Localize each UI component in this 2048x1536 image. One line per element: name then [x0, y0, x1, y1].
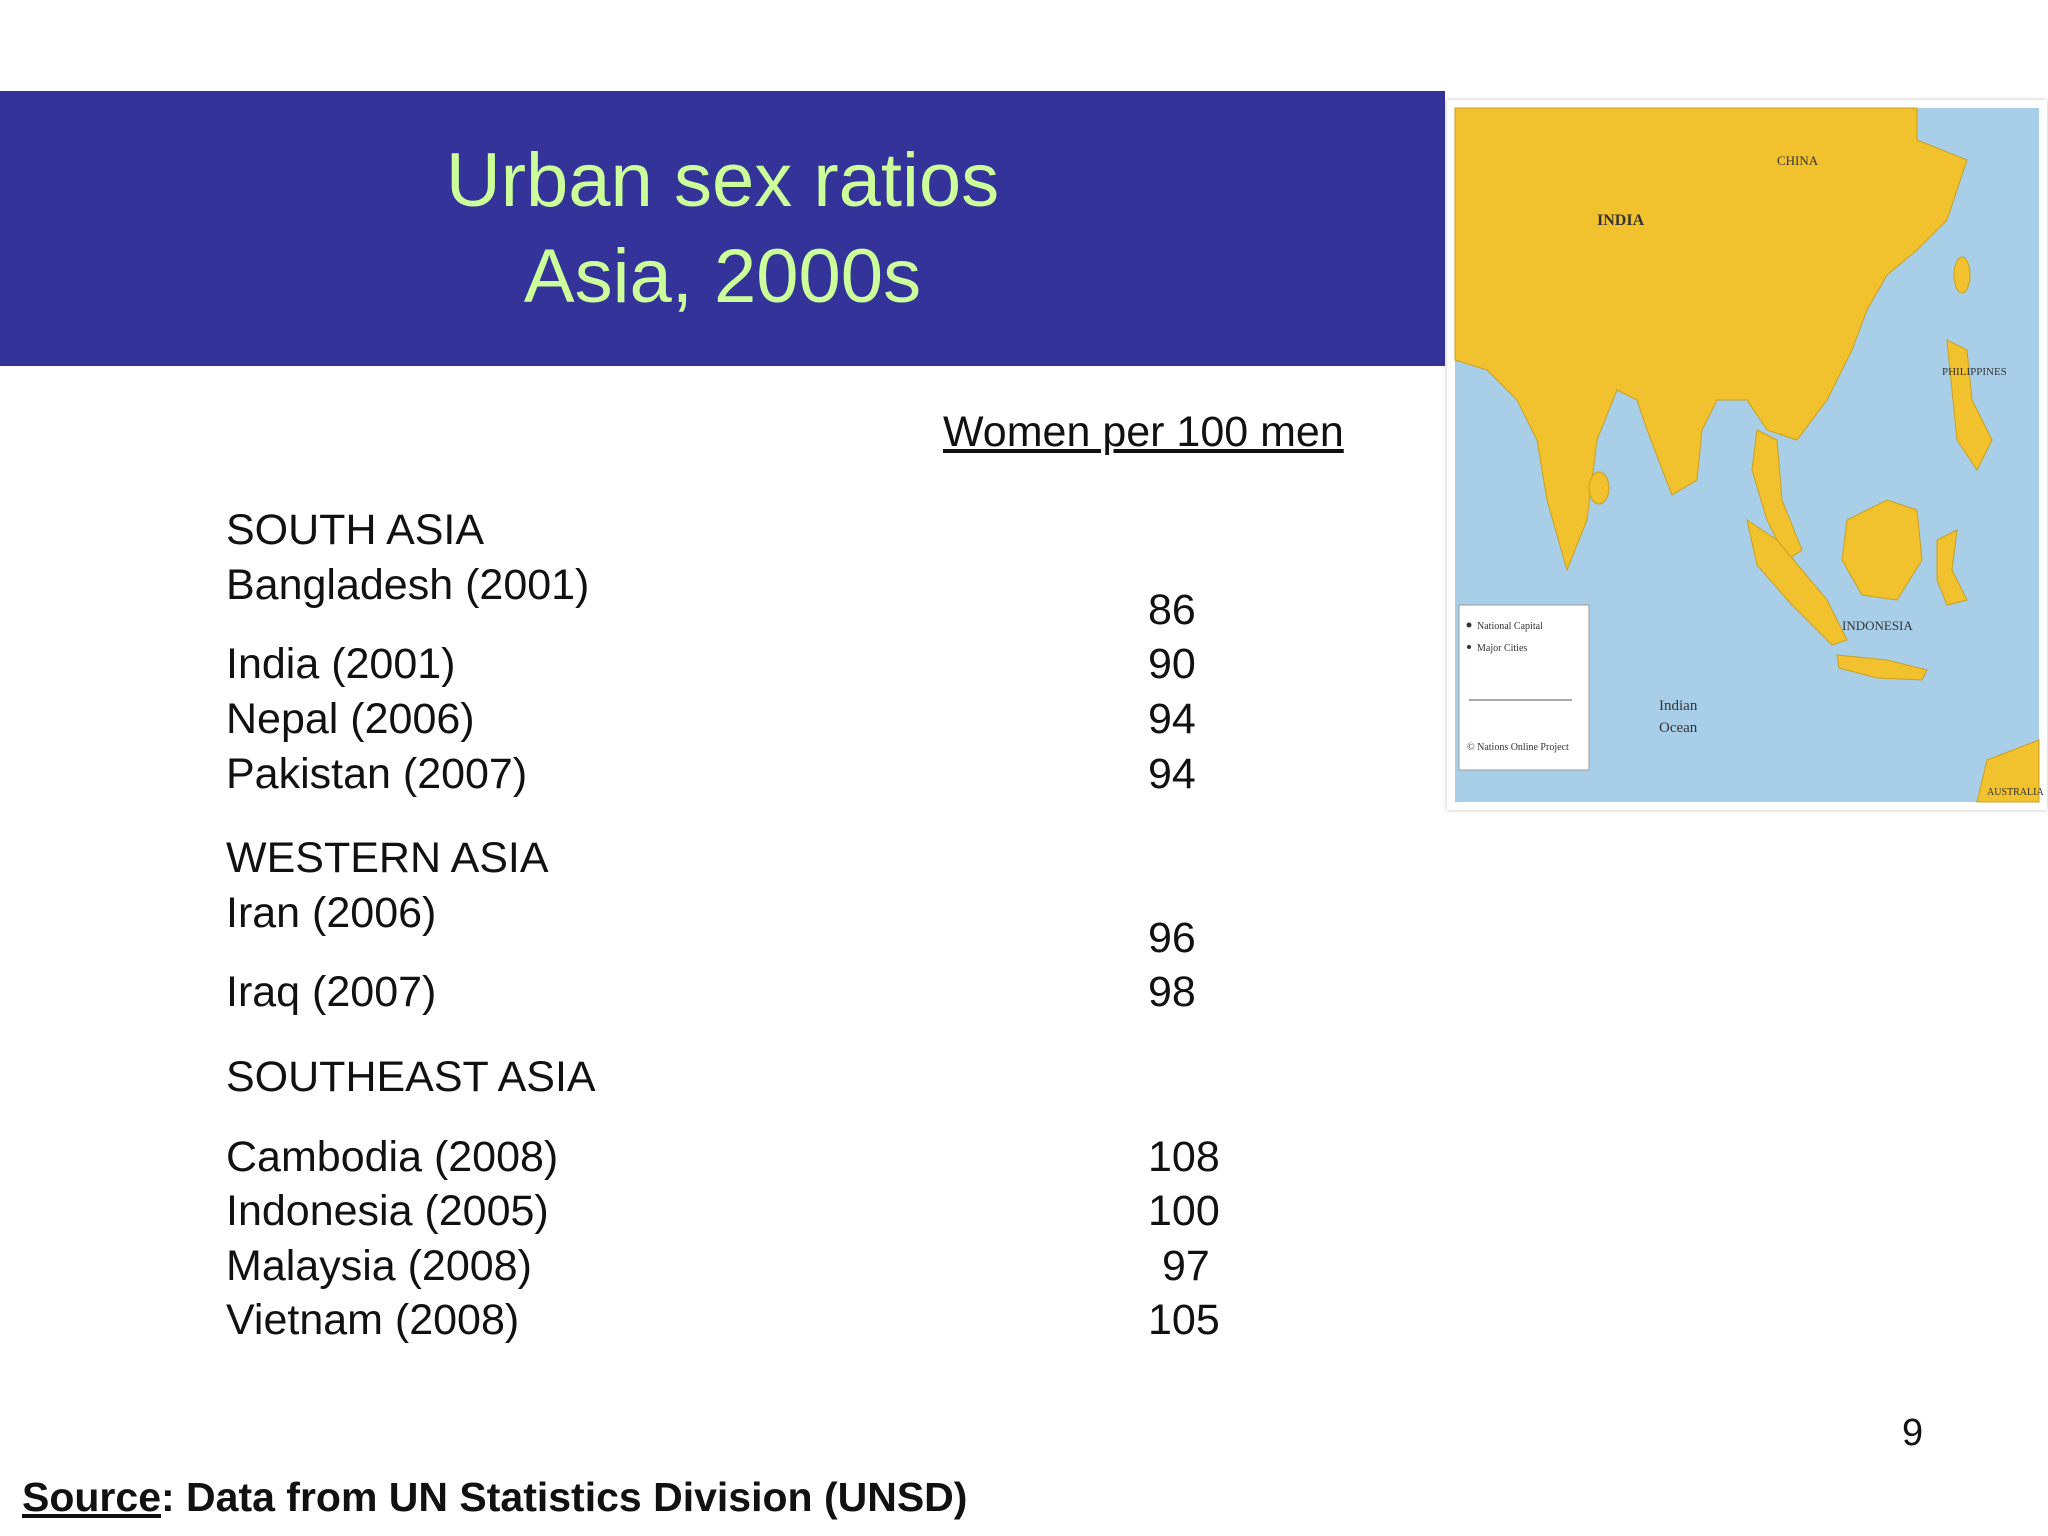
source-text: : Data from UN Statistics Division (UNSD…: [161, 1474, 968, 1520]
asia-map-graphic: INDIA CHINA INDONESIA PHILIPPINES Indian…: [1454, 107, 2044, 803]
map-land-sulawesi: [1936, 529, 1968, 606]
section-heading-south-asia: SOUTH ASIA: [226, 506, 485, 554]
map-land-taiwan: [1953, 256, 1971, 294]
row-label-iraq: Iraq (2007): [226, 968, 437, 1016]
page-number: 9: [1902, 1412, 1924, 1454]
row-label-malaysia: Malaysia (2008): [226, 1242, 532, 1290]
row-label-iran: Iran (2006): [226, 889, 437, 937]
row-value-indonesia: 100: [1148, 1187, 1220, 1235]
row-label-indonesia: Indonesia (2005): [226, 1187, 549, 1235]
legend-city-icon: [1467, 645, 1471, 649]
row-label-bangladesh: Bangladesh (2001): [226, 561, 590, 609]
row-label-india: India (2001): [226, 640, 456, 688]
map-label-australia: AUSTRALIA: [1987, 787, 2044, 798]
row-value-malaysia: 97: [1162, 1242, 1210, 1290]
section-heading-southeast-asia: SOUTHEAST ASIA: [226, 1053, 596, 1101]
map-label-philippines: PHILIPPINES: [1942, 366, 2007, 378]
column-header: Women per 100 men: [943, 408, 1344, 456]
legend-cities-label: Major Cities: [1477, 643, 1527, 654]
title-line-2: Asia, 2000s: [523, 233, 922, 319]
row-value-nepal: 94: [1148, 695, 1196, 743]
section-heading-western-asia: WESTERN ASIA: [226, 834, 549, 882]
map-label-china: CHINA: [1777, 153, 1819, 168]
row-label-nepal: Nepal (2006): [226, 695, 475, 743]
row-label-vietnam: Vietnam (2008): [226, 1296, 520, 1344]
row-value-cambodia: 108: [1148, 1133, 1220, 1181]
map-label-indonesia: INDONESIA: [1842, 618, 1913, 633]
map-land-philippines: [1946, 339, 1993, 471]
map-land-peninsula: [1751, 429, 1803, 561]
source-note: Source: Data from UN Statistics Division…: [22, 1474, 967, 1521]
row-label-pakistan: Pakistan (2007): [226, 750, 528, 798]
row-value-bangladesh: 86: [1148, 586, 1196, 634]
row-label-cambodia: Cambodia (2008): [226, 1133, 559, 1181]
map-label-india: INDIA: [1597, 212, 1645, 229]
map-land-borneo: [1841, 499, 1923, 601]
map-land-sumatra: [1746, 518, 1848, 646]
asia-map: INDIA CHINA INDONESIA PHILIPPINES Indian…: [1447, 100, 2047, 810]
legend-capital-label: National Capital: [1477, 621, 1543, 632]
title-line-1: Urban sex ratios: [445, 137, 1000, 223]
map-label-indian-ocean-1: Indian: [1659, 698, 1698, 714]
row-value-iran: 96: [1148, 914, 1196, 962]
row-value-india: 90: [1148, 640, 1196, 688]
map-credit: © Nations Online Project: [1467, 742, 1569, 753]
row-value-iraq: 98: [1148, 968, 1196, 1016]
legend-capital-icon: [1466, 622, 1472, 628]
map-land-sri-lanka: [1588, 471, 1610, 505]
map-land-australia: [1976, 739, 2040, 803]
map-label-indian-ocean-2: Ocean: [1659, 720, 1698, 736]
map-legend: [1458, 604, 1590, 771]
row-value-vietnam: 105: [1148, 1296, 1220, 1344]
map-land-mainland: [1454, 107, 1968, 572]
row-value-pakistan: 94: [1148, 750, 1196, 798]
title-banner: Urban sex ratios Asia, 2000s: [0, 91, 1445, 366]
source-label: Source: [22, 1474, 161, 1520]
map-land-java: [1836, 654, 1928, 681]
